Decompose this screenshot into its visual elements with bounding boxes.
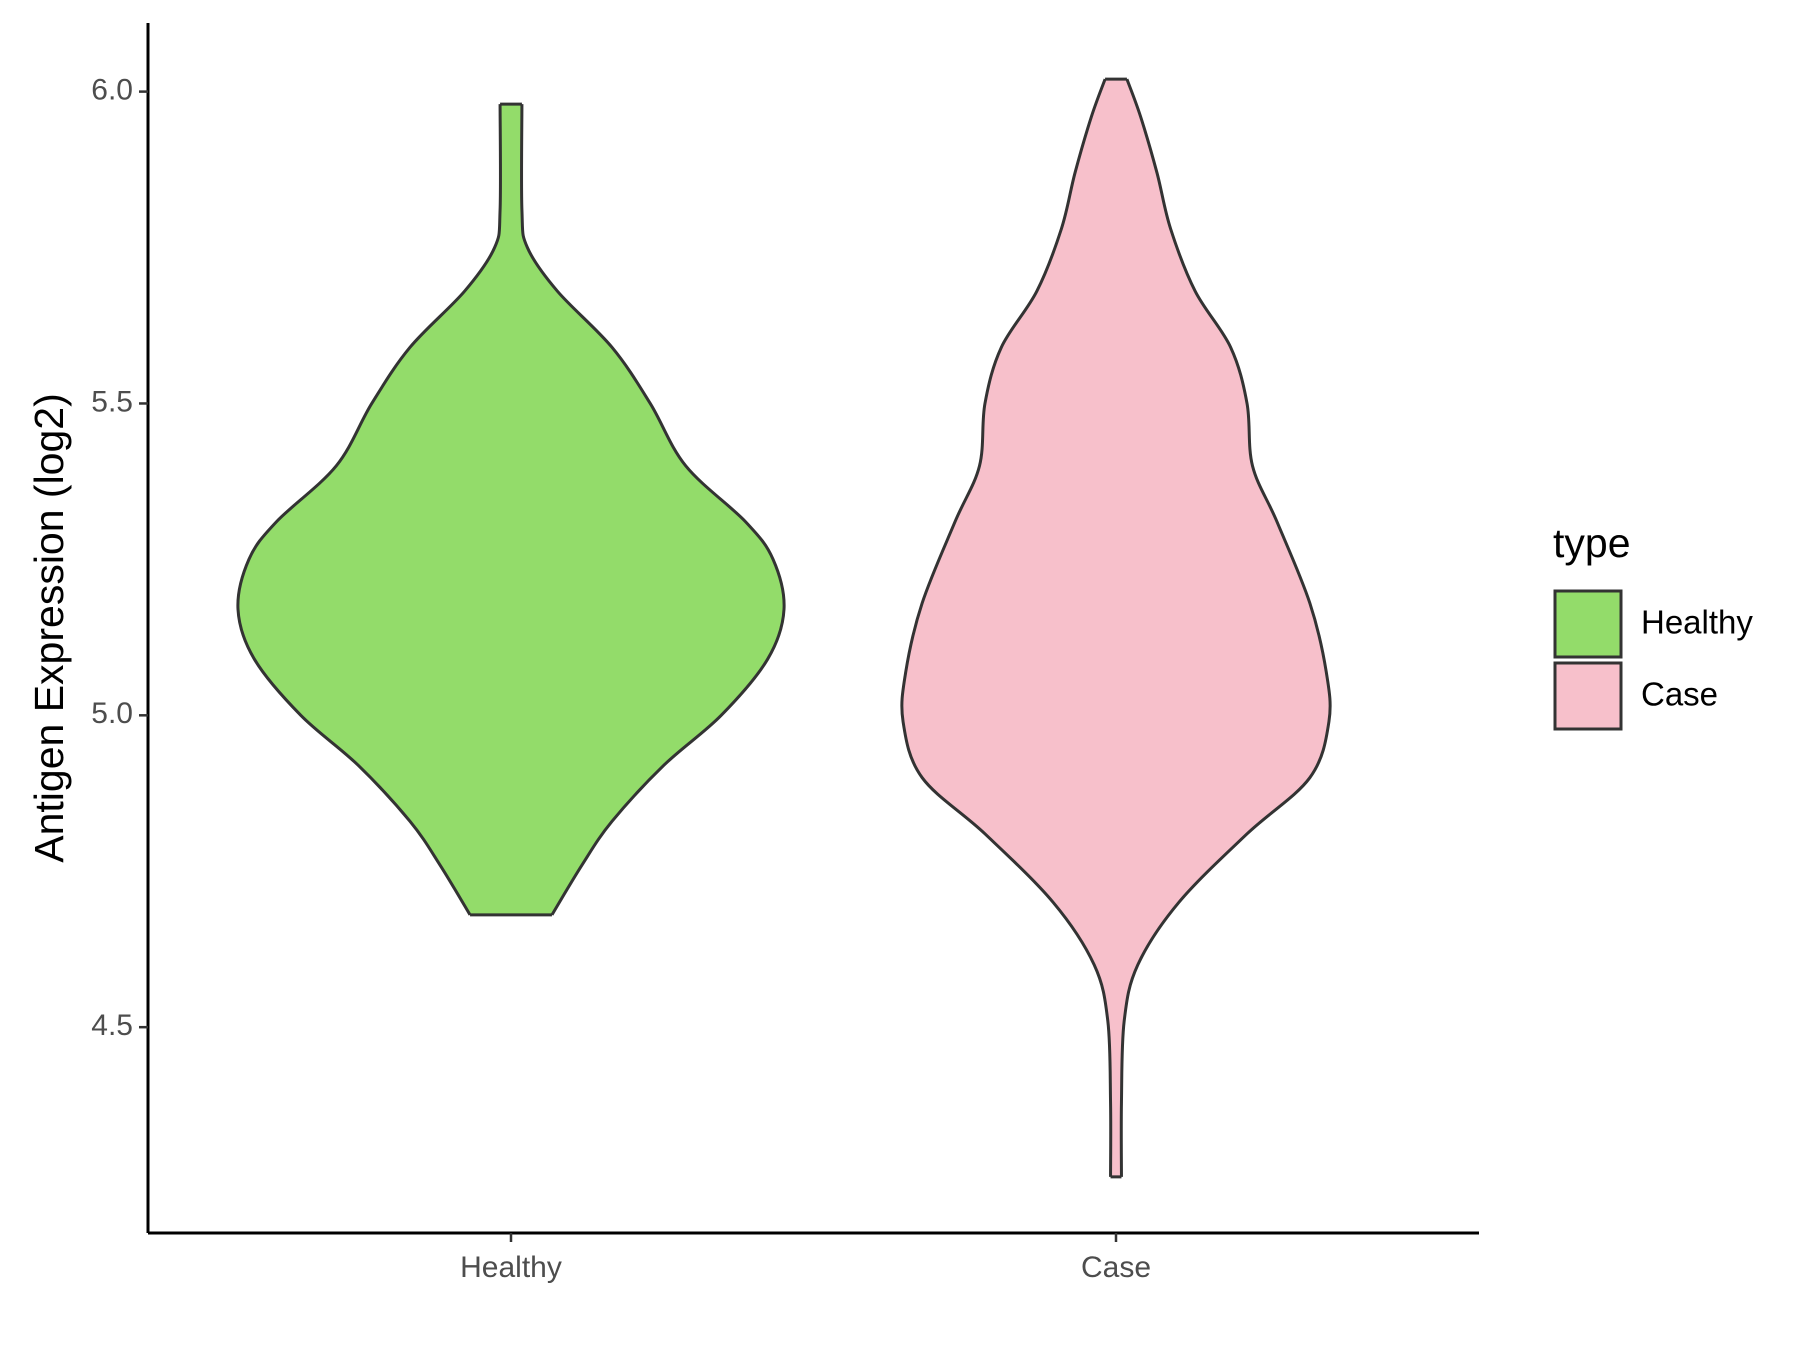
violin-outline — [236, 104, 502, 916]
legend-key — [1553, 661, 1623, 731]
violin-half — [901, 79, 1116, 1177]
violin-half — [1116, 79, 1331, 1177]
legend-label: Case — [1641, 676, 1718, 713]
violin-outline — [1119, 78, 1332, 1177]
legend-label: Healthy — [1641, 604, 1753, 641]
y-tick-label: 4.5 — [91, 1009, 133, 1042]
y-tick-label: 6.0 — [91, 74, 133, 107]
y-tick-label: 5.0 — [91, 697, 133, 730]
violin-outline — [520, 104, 786, 916]
violin-half — [237, 104, 512, 915]
violin-half — [511, 104, 785, 915]
violin-outline — [900, 78, 1113, 1177]
y-tick-label: 5.5 — [91, 385, 133, 418]
y-axis-title: Antigen Expression (log2) — [26, 393, 72, 862]
legend-key — [1553, 589, 1623, 659]
legend-title: type — [1553, 520, 1631, 566]
x-tick-label: Healthy — [460, 1251, 562, 1284]
x-tick-label: Case — [1081, 1251, 1151, 1284]
